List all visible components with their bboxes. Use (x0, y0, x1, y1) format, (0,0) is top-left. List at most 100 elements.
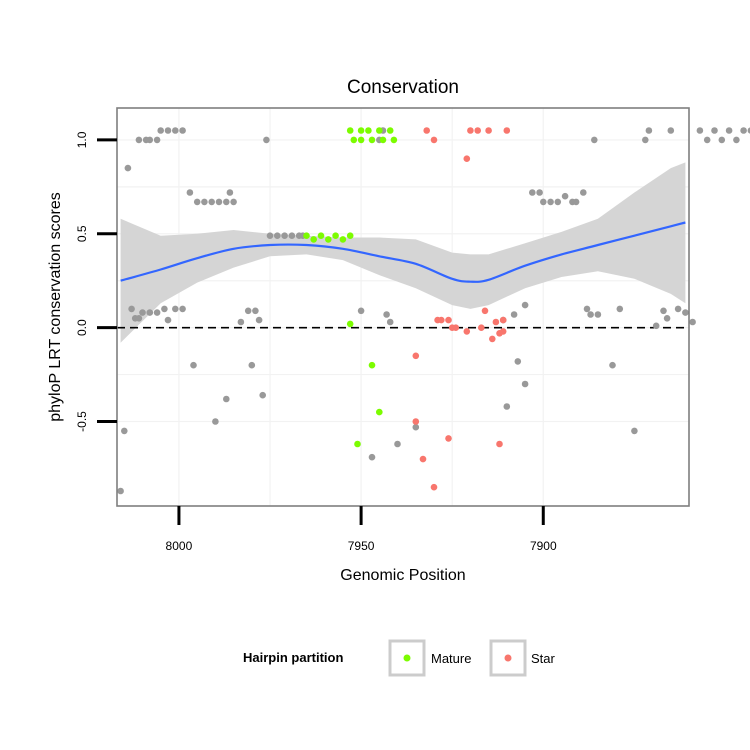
plot-panel-border (116, 107, 690, 507)
legend-title: Hairpin partition (243, 650, 343, 665)
data-point-other (237, 318, 245, 326)
data-point-other (394, 440, 401, 448)
data-point-mature (350, 136, 358, 144)
data-point-star (496, 440, 503, 448)
data-point-other (121, 427, 128, 435)
data-point-other (540, 198, 547, 206)
data-point-other (521, 301, 529, 309)
data-point-mature (325, 236, 332, 243)
legend-marker-mature (403, 654, 411, 662)
data-point-mature (346, 320, 354, 328)
data-point-other (703, 136, 711, 144)
data-point-star (430, 136, 438, 144)
data-point-other (631, 427, 638, 435)
data-point-other (514, 358, 522, 365)
data-point-star (445, 435, 452, 442)
data-point-other (117, 487, 124, 495)
y-axis-label: phyloP LRT conservation scores (47, 192, 64, 421)
data-point-mature (310, 236, 318, 243)
x-tick-label: 8000 (166, 539, 193, 553)
data-point-mature (332, 232, 339, 239)
smooth-line-group (120, 221, 686, 283)
data-point-mature (357, 127, 365, 134)
data-point-other (711, 127, 718, 134)
data-point-other (201, 198, 208, 206)
data-point-other (161, 305, 168, 313)
data-point-other (263, 136, 270, 144)
data-point-mature (346, 232, 354, 239)
data-point-other (230, 198, 237, 206)
data-point-other (696, 127, 704, 134)
data-point-other (521, 380, 529, 388)
data-point-other (157, 127, 164, 134)
data-point-mature (368, 136, 376, 144)
x-axis-label: Genomic Position (340, 567, 465, 584)
data-point-other (153, 309, 161, 316)
data-point-other (536, 189, 543, 196)
data-point-other (616, 305, 624, 313)
data-point-other (274, 232, 281, 239)
data-point-star (419, 455, 427, 463)
data-point-mature (365, 127, 372, 134)
data-point-other (186, 189, 194, 196)
y-tick-label: 0.5 (75, 225, 89, 242)
data-point-other (674, 305, 682, 313)
data-point-other (146, 136, 154, 144)
scatter-points (117, 127, 750, 495)
x-tick-label: 7900 (530, 539, 557, 553)
data-point-other (383, 311, 390, 318)
data-point-other (252, 307, 259, 315)
legend-label-star: Star (531, 651, 556, 666)
data-point-other (164, 316, 172, 324)
data-point-other (667, 127, 675, 134)
data-point-other (645, 127, 653, 134)
data-point-other (179, 127, 186, 134)
data-point-other (357, 307, 365, 315)
data-point-other (212, 418, 219, 425)
data-point-other (503, 403, 511, 410)
legend-label-mature: Mature (431, 651, 471, 666)
data-point-mature (379, 136, 387, 144)
data-point-mature (303, 232, 310, 239)
data-point-other (223, 395, 230, 403)
data-point-mature (357, 136, 365, 144)
data-point-other (561, 192, 569, 200)
data-point-mature (386, 127, 394, 134)
data-point-other (139, 309, 146, 316)
legend: Hairpin partition Mature Star (243, 639, 556, 677)
data-point-star (430, 483, 438, 491)
data-point-other (412, 423, 420, 431)
data-point-other (547, 198, 554, 206)
data-point-star (463, 155, 471, 162)
data-point-star (481, 307, 489, 315)
data-point-other (594, 311, 602, 318)
x-tick-label: 7950 (348, 539, 375, 553)
smooth-line (120, 221, 686, 283)
data-point-other (689, 318, 696, 326)
data-point-other (215, 198, 223, 206)
data-point-mature (317, 232, 325, 239)
data-point-other (223, 198, 230, 206)
data-point-other (190, 361, 197, 369)
data-point-star (412, 352, 420, 360)
data-point-other (733, 136, 740, 144)
data-point-other (288, 232, 296, 239)
data-point-star (423, 127, 431, 134)
chart-title: Conservation (347, 77, 459, 98)
data-point-other (386, 318, 394, 326)
data-point-star (492, 318, 500, 326)
data-point-other (208, 198, 215, 206)
data-point-mature (346, 127, 354, 134)
data-point-other (153, 136, 161, 144)
data-point-other (259, 391, 267, 399)
y-tick-label: 0.0 (75, 319, 89, 336)
confidence-band-area (120, 162, 686, 343)
data-point-other (172, 127, 179, 134)
data-point-star (467, 127, 474, 134)
data-point-other (172, 305, 179, 313)
data-point-other (135, 136, 143, 144)
data-point-other (128, 305, 135, 313)
data-point-other (725, 127, 733, 134)
data-point-other (179, 305, 186, 313)
data-point-mature (368, 361, 376, 369)
